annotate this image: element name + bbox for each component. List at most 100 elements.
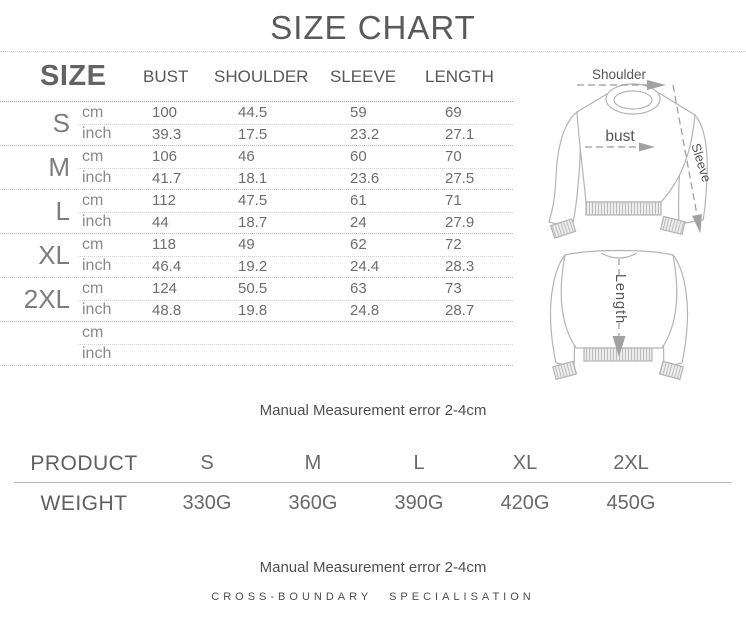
sweater-back-neckline [600, 252, 638, 259]
size-row-l: L cm 112 47.5 61 71 inch 44 18.7 24 27.9 [0, 190, 513, 234]
bust-inch-value: 48.8 [152, 301, 182, 319]
bust-inch-value: 44 [152, 213, 169, 231]
shoulder-arrowhead-icon [647, 80, 666, 90]
size-table-header: SIZE BUST SHOULDER SLEEVE LENGTH [0, 52, 513, 102]
product-size-s: S [200, 452, 214, 474]
weight-value-2xl: 450G [606, 492, 656, 514]
product-size-m: M [304, 452, 322, 474]
length-cm-value: 71 [445, 192, 462, 210]
column-header-length: LENGTH [425, 66, 494, 86]
unit-label-cm: cm [82, 191, 104, 209]
bust-label: bust [605, 128, 635, 145]
length-inch-value: 27.9 [445, 213, 475, 231]
shoulder-inch-value [214, 344, 328, 366]
sleeve-inch-value [328, 344, 424, 366]
unit-label-cm: cm [82, 147, 104, 165]
unit-label-cm: cm [82, 103, 104, 121]
length-inch-value [424, 344, 513, 366]
length-cm-value: 70 [445, 148, 462, 166]
shoulder-inch-value: 19.8 [238, 301, 268, 319]
bust-inch-value [138, 344, 214, 366]
measurement-note-top: Manual Measurement error 2-4cm [259, 402, 487, 419]
weight-table: PRODUCT S M L XL 2XL WEIGHT 330G 360G 39… [14, 445, 732, 524]
shoulder-inch-value: 17.5 [238, 125, 268, 143]
column-header-sleeve: SLEEVE [330, 66, 397, 86]
bust-inch-value: 46.4 [152, 257, 182, 275]
unit-label-inch: inch [82, 257, 112, 275]
sweater-front-left-cuff-rib [549, 218, 577, 239]
sleeve-inch-value: 24.4 [350, 257, 380, 275]
length-inch-value: 27.5 [445, 169, 475, 187]
bust-cm-value: 124 [152, 280, 178, 298]
product-size-xl: XL [512, 452, 538, 474]
length-inch-value: 28.3 [445, 257, 475, 275]
shoulder-cm-value: 47.5 [238, 192, 268, 210]
unit-label-inch: inch [82, 169, 112, 187]
sleeve-cm-value: 63 [350, 280, 367, 298]
length-cm-value [424, 322, 513, 344]
sweater-front-left-sleeve [548, 110, 581, 229]
bust-cm-value: 100 [152, 104, 178, 122]
size-label: S [52, 108, 70, 138]
bust-cm-value: 112 [152, 192, 176, 210]
garment-measurement-diagram: Shoulder bust Sleeve Length [548, 67, 714, 381]
length-cm-value: 72 [445, 236, 462, 254]
bust-cm-value: 106 [152, 148, 178, 166]
sweater-front-sketch [548, 83, 708, 239]
length-cm-value: 73 [445, 280, 462, 298]
column-header-size: SIZE [40, 60, 107, 92]
sweater-back-left-cuff-rib [552, 360, 578, 381]
size-label: XL [38, 240, 70, 270]
sleeve-cm-value: 60 [350, 148, 367, 166]
shoulder-inch-value: 18.7 [238, 213, 268, 231]
sleeve-cm-value: 59 [350, 104, 367, 122]
size-label: M [48, 152, 70, 182]
shoulder-cm-value: 50.5 [238, 280, 268, 298]
bust-cm-value [138, 322, 214, 344]
bust-arrowhead-icon [639, 142, 655, 152]
product-size-l: L [413, 452, 425, 474]
sleeve-arrowhead-icon [692, 214, 702, 234]
shoulder-cm-value: 49 [238, 236, 255, 254]
length-arrowhead-icon [612, 336, 626, 357]
weight-value-m: 360G [288, 492, 338, 514]
shoulder-cm-value: 46 [238, 148, 255, 166]
footer-slogan: CROSS-BOUNDARY SPECIALISATION [211, 591, 535, 603]
sweater-front-right-cuff-rib [659, 215, 686, 236]
title-divider [0, 51, 746, 52]
size-row-xl: XL cm 118 49 62 72 inch 46.4 19.2 24.4 2… [0, 234, 513, 278]
bust-inch-value: 39.3 [152, 125, 182, 143]
sleeve-cm-value: 62 [350, 236, 367, 254]
sleeve-inch-value: 24.8 [350, 301, 380, 319]
sweater-front-hem-rib [585, 201, 662, 216]
length-cm-value: 69 [445, 104, 462, 122]
sweater-back-sketch [549, 249, 689, 381]
unit-label-cm: cm [82, 323, 104, 341]
weight-value-l: 390G [394, 492, 444, 514]
sleeve-inch-value: 23.2 [350, 125, 380, 143]
size-row-2xl: 2XL cm 124 50.5 63 73 inch 48.8 19.8 24.… [0, 278, 513, 322]
sleeve-measure-arrow [672, 84, 698, 216]
weight-value-s: 330G [182, 492, 232, 514]
sweater-back-body [560, 249, 678, 349]
page-title: SIZE CHART [270, 9, 476, 46]
unit-label-cm: cm [82, 279, 104, 297]
length-inch-value: 28.7 [445, 301, 475, 319]
size-label: L [55, 196, 70, 226]
unit-label-inch: inch [82, 301, 112, 319]
shoulder-inch-value: 18.1 [238, 169, 268, 187]
weight-value-xl: 420G [500, 492, 550, 514]
sleeve-inch-value: 24 [350, 213, 367, 231]
weight-table-value-row: WEIGHT 330G 360G 390G 420G 450G [14, 483, 732, 524]
bust-inch-value: 41.7 [152, 169, 182, 187]
shoulder-cm-value [214, 322, 328, 344]
weight-table-header-row: PRODUCT S M L XL 2XL [14, 445, 732, 483]
measurement-note-bottom: Manual Measurement error 2-4cm [259, 559, 487, 576]
size-label: 2XL [23, 284, 70, 314]
size-row-s: S cm 100 44.5 59 69 inch 39.3 17.5 23.2 … [0, 102, 513, 146]
sleeve-cm-value [328, 322, 424, 344]
shoulder-cm-value: 44.5 [238, 104, 268, 122]
weight-row-label: WEIGHT [40, 491, 128, 515]
product-size-2xl: 2XL [613, 452, 649, 474]
unit-label-inch: inch [82, 125, 112, 143]
